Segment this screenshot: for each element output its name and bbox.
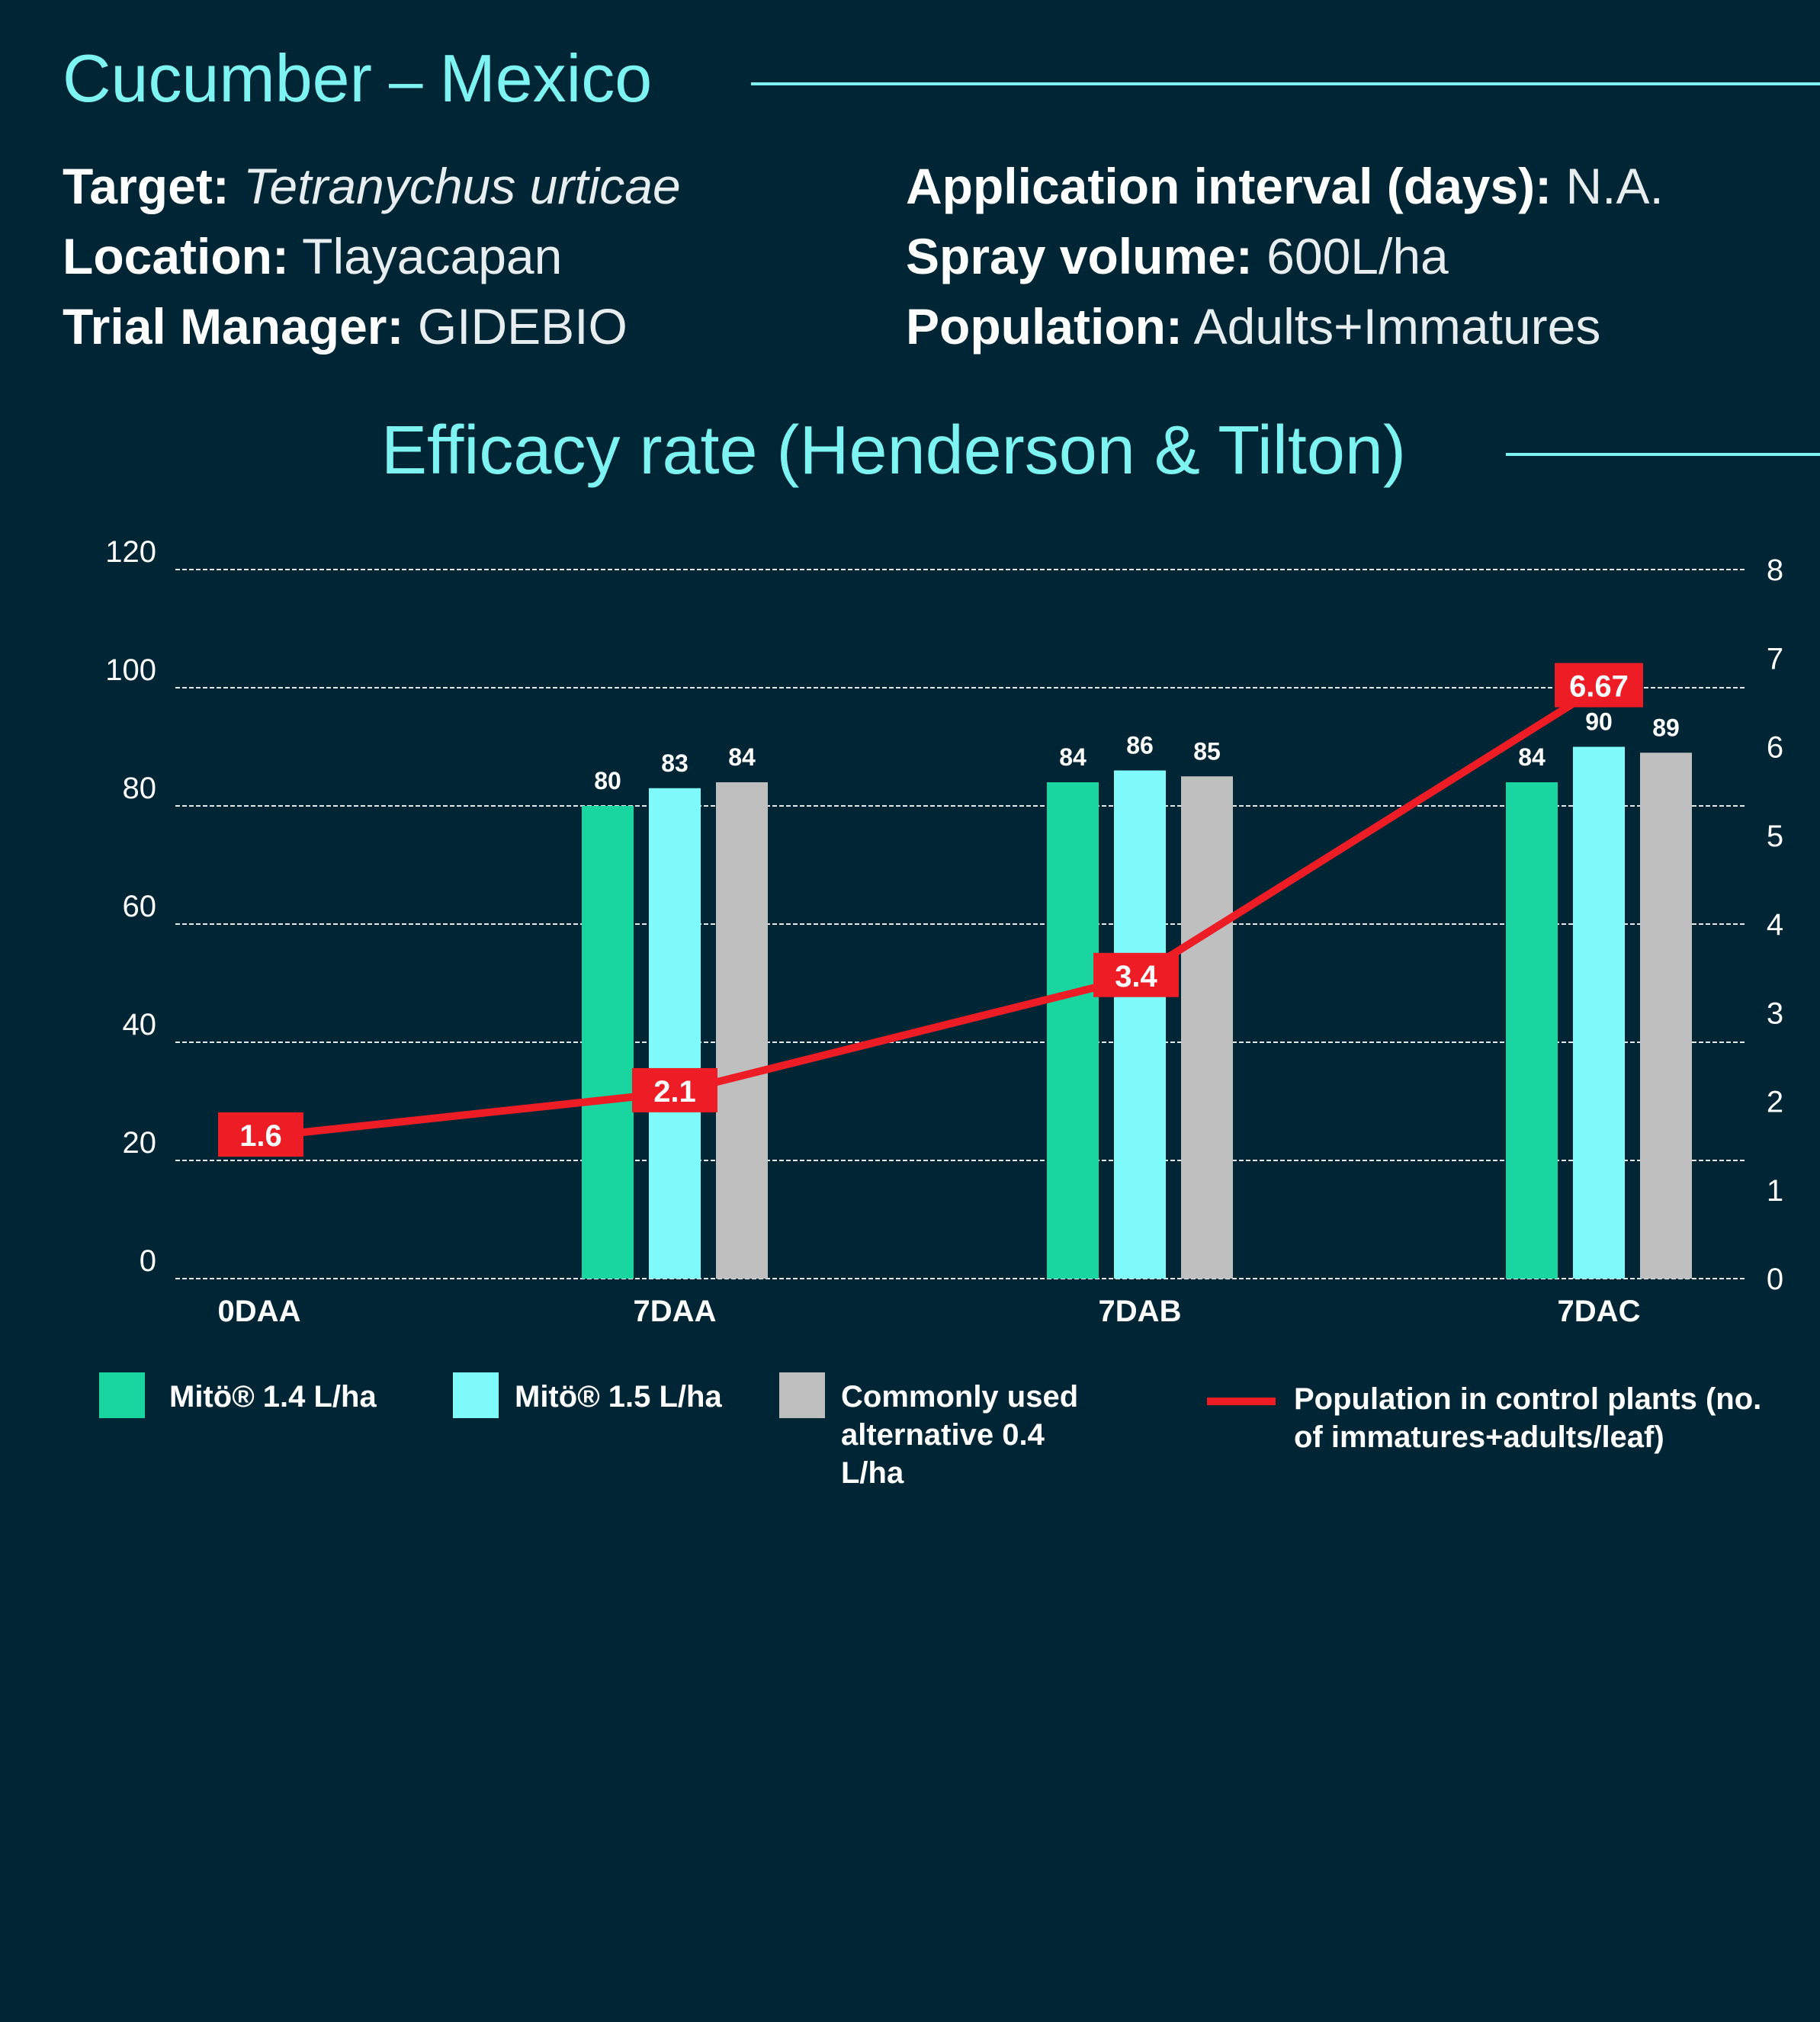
grid-layer bbox=[175, 569, 1746, 1279]
data-label: 84 bbox=[728, 743, 756, 771]
population-label: 6.67 bbox=[1569, 670, 1629, 704]
legend-line-population bbox=[1207, 1398, 1276, 1405]
y2-tick-label: 8 bbox=[1767, 554, 1783, 587]
legend-label-mito15: Mitö® 1.5 L/ha bbox=[515, 1380, 722, 1414]
bar bbox=[1506, 782, 1558, 1279]
info-left: Target: Tetranychus urticae Location: Tl… bbox=[63, 151, 681, 361]
data-label: 90 bbox=[1585, 708, 1613, 736]
x-tick-label: 7DAA bbox=[634, 1295, 717, 1328]
line-layer: 1.6 2.1 3.4 6.67 bbox=[218, 663, 1643, 1157]
legend-label-population: Population in control plants (no. of imm… bbox=[1294, 1382, 1762, 1454]
legend-swatch-alternative bbox=[779, 1372, 825, 1418]
chart-title: Efficacy rate (Henderson & Tilton) bbox=[381, 412, 1406, 489]
bar-layer bbox=[582, 746, 1692, 1279]
data-label: 86 bbox=[1126, 732, 1154, 759]
y2-tick-label: 0 bbox=[1767, 1263, 1783, 1296]
info-target: Target: Tetranychus urticae bbox=[63, 158, 681, 214]
y-tick-label: 40 bbox=[123, 1008, 157, 1041]
title-separator: – bbox=[388, 47, 423, 114]
legend-swatch-mito15 bbox=[453, 1372, 499, 1418]
y-tick-label: 60 bbox=[123, 890, 157, 923]
y2-tick-label: 2 bbox=[1767, 1086, 1783, 1119]
title-rule bbox=[751, 82, 1820, 85]
legend-label-alternative: Commonly used alternative 0.4 L/ha bbox=[841, 1380, 1079, 1490]
chart-title-rule bbox=[1506, 453, 1820, 456]
crop-name: Cucumber bbox=[63, 40, 372, 116]
y2-tick-label: 7 bbox=[1767, 642, 1783, 676]
population-label: 2.1 bbox=[653, 1075, 696, 1109]
bar bbox=[1047, 782, 1099, 1279]
population-label: 3.4 bbox=[1115, 960, 1157, 993]
legend-swatch-mito14 bbox=[99, 1372, 145, 1418]
legend-label-mito14: Mitö® 1.4 L/ha bbox=[169, 1380, 377, 1414]
page-title: Cucumber – Mexico bbox=[63, 40, 652, 117]
data-label: 89 bbox=[1652, 714, 1680, 741]
bar bbox=[716, 782, 768, 1279]
population-label: 1.6 bbox=[239, 1119, 282, 1153]
info-population: Population: Adults+Immatures bbox=[906, 298, 1601, 355]
y-tick-label: 80 bbox=[123, 772, 157, 805]
y2-tick-label: 5 bbox=[1767, 820, 1783, 853]
bar bbox=[582, 806, 634, 1279]
y-tick-label: 100 bbox=[105, 653, 156, 687]
data-label: 85 bbox=[1193, 737, 1221, 765]
info-trial-manager: Trial Manager: GIDEBIO bbox=[63, 298, 628, 355]
data-label: 84 bbox=[1518, 743, 1546, 771]
x-tick-label: 7DAC bbox=[1558, 1295, 1641, 1328]
y2-tick-label: 4 bbox=[1767, 908, 1783, 942]
y-tick-label: 20 bbox=[123, 1126, 157, 1160]
y2-tick-label: 1 bbox=[1767, 1174, 1783, 1208]
population-line bbox=[260, 684, 1601, 1141]
x-tick-label: 0DAA bbox=[218, 1295, 301, 1328]
info-spray-volume: Spray volume: 600L/ha bbox=[906, 228, 1449, 284]
info-right: Application interval (days): N.A. Spray … bbox=[906, 151, 1664, 361]
y-tick-label: 120 bbox=[105, 535, 156, 569]
y-tick-label: 0 bbox=[140, 1244, 156, 1278]
bar bbox=[649, 788, 701, 1279]
info-interval: Application interval (days): N.A. bbox=[906, 158, 1664, 214]
x-tick-label: 7DAB bbox=[1099, 1295, 1182, 1328]
y2-tick-label: 6 bbox=[1767, 731, 1783, 765]
y2-tick-label: 3 bbox=[1767, 997, 1783, 1030]
info-location: Location: Tlayacapan bbox=[63, 228, 563, 284]
data-label: 84 bbox=[1059, 743, 1087, 771]
country-name: Mexico bbox=[439, 40, 653, 116]
population-label-box bbox=[218, 1112, 303, 1157]
bar bbox=[1573, 746, 1625, 1279]
bar bbox=[1181, 776, 1233, 1279]
population-label-box bbox=[1555, 663, 1643, 708]
bar bbox=[1640, 753, 1692, 1279]
population-label-box bbox=[632, 1067, 717, 1112]
data-label: 83 bbox=[661, 749, 689, 777]
data-label: 80 bbox=[594, 767, 621, 794]
bar bbox=[1114, 770, 1166, 1279]
label-layer: 0 20 40 60 80 100 120 0 1 2 3 4 5 6 7 8 0DAA 7DAA 80 83 84 7D… bbox=[105, 535, 1783, 1328]
population-label-box bbox=[1093, 952, 1179, 997]
